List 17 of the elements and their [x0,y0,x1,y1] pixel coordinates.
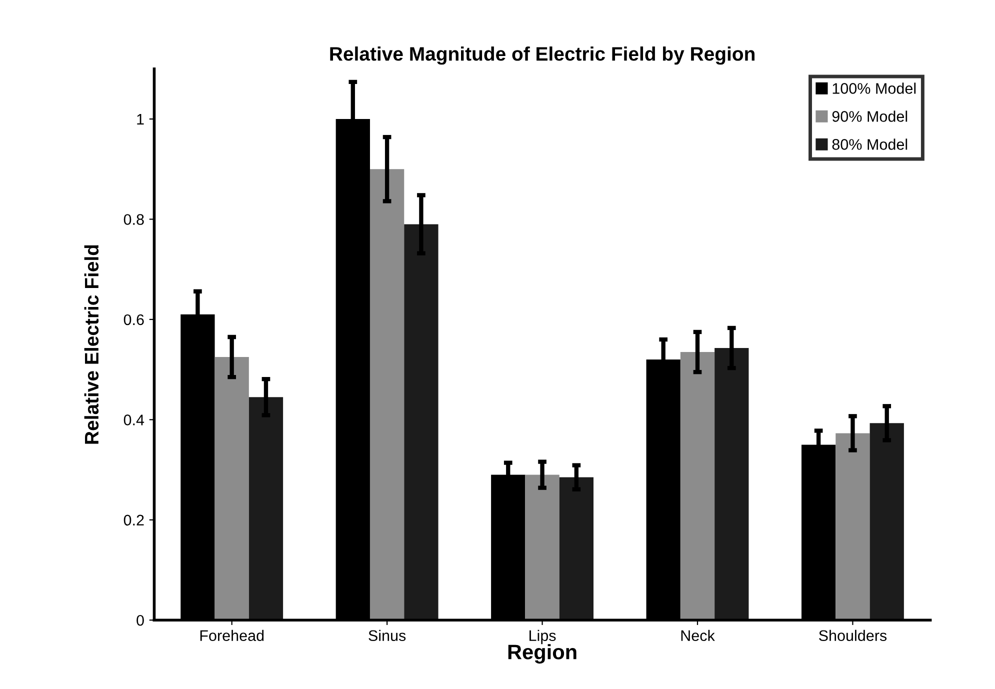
legend-label: 80% Model [832,138,908,150]
y-tick-label: 0.4 [124,414,144,426]
x-tick-label: Neck [681,630,715,642]
x-axis-title: Region [508,644,576,664]
x-tick-label: Lips [530,630,556,644]
y-tick-label: 1 [137,114,144,125]
legend-label: 100% Model [832,82,916,94]
x-tick-label: Sinus [368,630,406,642]
y-tick-label: 0 [136,614,144,626]
y-tick-label: 0.6 [124,314,144,326]
y-tick-label: 0.2 [124,514,144,526]
legend-label: 90% Model [832,110,908,122]
x-tick-label: Shoulders [819,630,887,642]
y-tick-label: 0.8 [124,214,144,225]
x-tick-label: Forehead [200,630,264,642]
y-axis-title: Relative Electric Field [84,245,99,444]
chart-title: Relative Magnitude of Electric Field by Region [330,46,754,65]
